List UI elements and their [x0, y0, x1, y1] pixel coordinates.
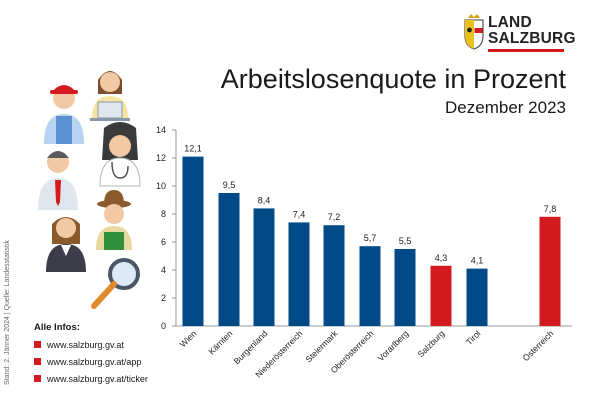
chart-subtitle: Dezember 2023: [445, 98, 566, 117]
value-label: 7,4: [293, 209, 306, 219]
value-label: 4,1: [471, 256, 484, 266]
y-tick-label: 0: [161, 321, 166, 331]
chart-title: Arbeitslosenquote in Prozent: [220, 64, 566, 94]
brand-line2: SALZBURG: [488, 30, 576, 47]
bullet-square-icon: [34, 341, 41, 348]
office-woman-icon: [90, 71, 130, 121]
info-link-text[interactable]: www.salzburg.gv.at: [47, 340, 124, 350]
bar-5: [359, 246, 381, 326]
bar-9: [539, 216, 561, 326]
bar-4: [323, 225, 345, 326]
brand-underline: [488, 49, 564, 52]
info-heading: Alle Infos:: [34, 322, 80, 333]
brand-name: LAND SALZBURG: [488, 15, 576, 47]
source-note: Stand: 2. Jänner 2024 | Quelle: Landesst…: [4, 239, 11, 385]
bar-3: [288, 222, 310, 326]
bullet-square-icon: [34, 375, 41, 382]
x-tick-label: Vorarlberg: [376, 328, 411, 363]
value-label: 4,3: [435, 253, 448, 263]
x-tick-label: Steiermark: [303, 328, 340, 365]
y-tick-label: 14: [156, 125, 166, 135]
worker-cap-icon: [44, 85, 84, 144]
y-tick-label: 2: [161, 293, 166, 303]
value-label: 5,5: [399, 236, 412, 246]
farmer-icon: [96, 190, 132, 250]
info-link-text[interactable]: www.salzburg.gv.at/ticker: [47, 374, 148, 384]
y-tick-label: 4: [161, 265, 166, 275]
value-label: 5,7: [364, 233, 377, 243]
bar-6: [394, 249, 416, 326]
info-link-text[interactable]: www.salzburg.gv.at/app: [47, 357, 142, 367]
bullet-square-icon: [34, 358, 41, 365]
value-label: 7,8: [544, 204, 557, 214]
coat-of-arms-icon: [464, 14, 484, 50]
businessman-icon: [38, 151, 78, 210]
doctor-icon: [99, 122, 141, 187]
value-label: 7,2: [328, 212, 341, 222]
x-tick-label: Österreich: [521, 328, 556, 363]
magnifier-icon: [91, 258, 140, 309]
y-tick-label: 10: [156, 181, 166, 191]
y-tick-label: 8: [161, 209, 166, 219]
x-tick-label: Tirol: [464, 328, 483, 347]
x-tick-label: Salzburg: [416, 328, 447, 359]
value-labels: 12,1 9,5 8,4 7,4 7,2 5,7 5,5 4,3 4,1 7,8: [184, 144, 556, 266]
bar-7: [430, 265, 452, 326]
info-link-website[interactable]: www.salzburg.gv.at: [34, 340, 124, 350]
bar-2: [253, 208, 275, 326]
bar-1: [218, 193, 240, 326]
bars: [182, 156, 561, 326]
x-tick-label: Kärnten: [206, 328, 234, 356]
value-label: 8,4: [258, 195, 271, 205]
brand-line1: LAND: [488, 14, 532, 31]
bar-8: [466, 268, 488, 326]
people-illustration: [38, 71, 141, 309]
value-label: 9,5: [223, 180, 236, 190]
brand-logo: LAND SALZBURG: [464, 14, 584, 54]
bar-0: [182, 156, 204, 326]
info-link-app[interactable]: www.salzburg.gv.at/app: [34, 357, 141, 367]
y-tick-label: 12: [156, 153, 166, 163]
x-axis-labels: Wien KärntenBurgenlandNiederösterreichSte…: [178, 328, 556, 380]
value-label: 12,1: [184, 144, 202, 154]
x-tick-label: Wien: [178, 328, 199, 349]
info-link-ticker[interactable]: www.salzburg.gv.at/ticker: [34, 374, 148, 384]
y-tick-label: 6: [161, 237, 166, 247]
businesswoman-icon: [46, 217, 86, 272]
